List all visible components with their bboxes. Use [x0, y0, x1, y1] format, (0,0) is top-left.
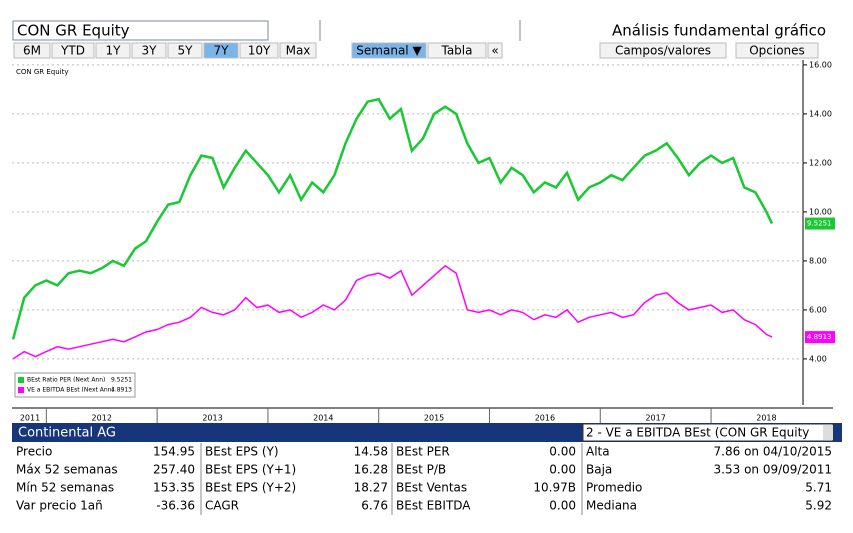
last-value-label: 4.8913 [807, 333, 832, 341]
table-title: Continental AG [18, 426, 116, 441]
field-value: 0.00 [549, 445, 576, 459]
x-tick-label: 2012 [92, 414, 112, 423]
legend-value: 4.8913 [111, 387, 132, 394]
field-value: 16.28 [354, 463, 388, 477]
toolbar-label: Semanal ▼ [356, 44, 422, 58]
x-tick-label: 2013 [202, 414, 222, 423]
field-value: 5.71 [805, 481, 832, 495]
toolbar-button[interactable] [487, 42, 503, 59]
toolbar-label: « [491, 44, 498, 58]
field-label: BEst EPS (Y+1) [205, 463, 296, 477]
series-line [12, 264, 773, 360]
field-label: Alta [586, 445, 610, 459]
field-value: 5.92 [805, 499, 832, 513]
range-label: 5Y [178, 44, 194, 58]
field-label: Baja [586, 463, 612, 477]
last-value-label: 9.5251 [807, 220, 832, 228]
x-tick-label: 2015 [424, 414, 444, 423]
range-button[interactable] [131, 42, 167, 59]
legend-value: 9.5251 [111, 377, 132, 384]
toolbar-label: Opciones [749, 44, 805, 58]
field-label: BEst EPS (Y+2) [205, 481, 296, 495]
y-tick-label: 16.00 [809, 60, 832, 69]
legend-label: VE a EBITDA BEst (Next Ann) [27, 387, 114, 394]
toolbar-button[interactable] [427, 42, 487, 59]
range-label: Max [286, 44, 311, 58]
y-tick-label: 12.00 [809, 158, 832, 167]
field-label: BEst Ventas [396, 481, 467, 495]
range-button[interactable] [203, 42, 239, 59]
range-button[interactable] [95, 42, 131, 59]
field-value: 14.58 [354, 445, 388, 459]
x-tick-label: 2016 [535, 414, 555, 423]
field-label: Mín 52 semanas [16, 481, 114, 495]
ticker: CON GR Equity [17, 22, 130, 40]
selector-arrow[interactable] [823, 425, 833, 440]
y-tick-label: 10.00 [809, 207, 832, 216]
legend-label: BEst Ratio PER (Next Ann) [27, 377, 105, 384]
y-tick-label: 4.00 [809, 354, 827, 363]
range-label: 6M [23, 44, 41, 58]
last-value-tag [805, 217, 835, 230]
ticker-box[interactable] [12, 20, 269, 41]
field-label: Precio [16, 445, 52, 459]
field-label: Var precio 1añ [16, 499, 103, 513]
field-value: 10.97B [533, 481, 576, 495]
range-button[interactable] [167, 42, 203, 59]
field-label: Mediana [586, 499, 637, 513]
field-label: BEst P/B [396, 463, 446, 477]
selector-text: 2 - VE a EBITDA BEst (CON GR Equity [586, 426, 809, 440]
page-title: Análisis fundamental gráfico [612, 22, 826, 40]
range-label: 3Y [142, 44, 158, 58]
last-value-tag [805, 331, 835, 344]
y-tick-label: 6.00 [809, 305, 827, 314]
range-button[interactable] [279, 42, 317, 59]
field-value: 257.40 [153, 463, 195, 477]
range-button[interactable] [51, 42, 95, 59]
x-tick-label: 2011 [20, 414, 40, 423]
range-label: YTD [60, 44, 85, 58]
range-label: 7Y [214, 44, 230, 58]
field-label: BEst PER [396, 445, 450, 459]
field-value: 154.95 [153, 445, 195, 459]
legend-swatch [18, 387, 24, 393]
field-label: Máx 52 semanas [16, 463, 118, 477]
range-label: 10Y [248, 44, 271, 58]
x-tick-label: 2018 [756, 414, 776, 423]
chart-title: CON GR Equity [16, 68, 69, 76]
field-value: -36.36 [156, 499, 195, 513]
legend-box [14, 372, 136, 398]
field-value: 3.53 on 09/09/2011 [714, 463, 832, 477]
field-label: CAGR [205, 499, 239, 513]
field-value: 153.35 [153, 481, 195, 495]
toolbar-button[interactable] [599, 42, 727, 59]
field-label: BEst EPS (Y) [205, 445, 279, 459]
y-tick-label: 8.00 [809, 256, 827, 265]
x-tick-label: 2014 [313, 414, 333, 423]
field-label: BEst EBITDA [396, 499, 471, 513]
field-value: 6.76 [361, 499, 388, 513]
legend-swatch [18, 377, 24, 383]
field-value: 0.00 [549, 499, 576, 513]
toolbar-label: Campos/valores [615, 44, 711, 58]
toolbar-label: Tabla [440, 44, 472, 58]
toolbar-button[interactable] [351, 42, 427, 59]
range-button[interactable] [13, 42, 51, 59]
range-label: 1Y [106, 44, 122, 58]
range-button[interactable] [239, 42, 279, 59]
field-label: Promedio [586, 481, 642, 495]
toolbar-button[interactable] [735, 42, 819, 59]
field-value: 7.86 on 04/10/2015 [714, 445, 832, 459]
field-value: 0.00 [549, 463, 576, 477]
y-tick-label: 14.00 [809, 109, 832, 118]
field-value: 18.27 [354, 481, 388, 495]
series-line [11, 97, 774, 340]
x-tick-label: 2017 [645, 414, 665, 423]
